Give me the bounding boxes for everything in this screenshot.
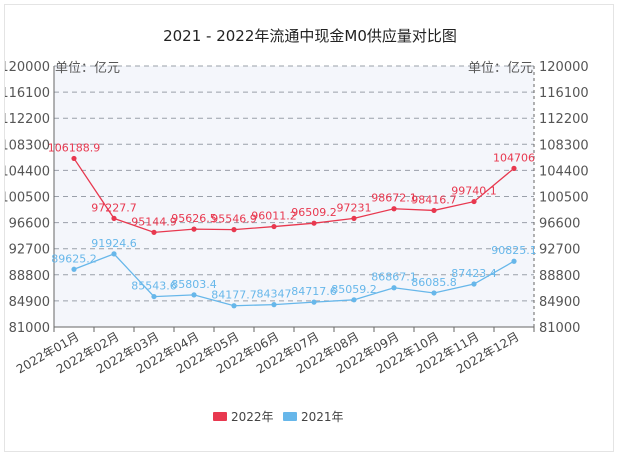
data-point <box>191 292 197 298</box>
y-tick-label-right: 112200 <box>539 112 589 127</box>
y-tick-label-right: 108300 <box>539 138 589 153</box>
y-tick-label-right: 120000 <box>539 60 589 75</box>
data-label: 97227.7 <box>91 201 137 214</box>
data-label: 86085.8 <box>411 276 457 289</box>
data-point <box>231 303 237 309</box>
y-tick-label-right: 84900 <box>539 295 580 310</box>
y-tick-label-right: 104400 <box>539 164 589 179</box>
data-point <box>391 285 397 291</box>
y-tick-label-right: 100500 <box>539 191 589 206</box>
data-label: 87423.4 <box>451 267 497 280</box>
data-label: 91924.6 <box>91 237 137 250</box>
data-point <box>151 229 157 235</box>
data-label: 96011.2 <box>251 210 297 223</box>
y-tick-label-right: 81000 <box>539 321 580 336</box>
data-point <box>511 165 517 171</box>
y-tick-label-left: 88800 <box>9 269 50 284</box>
data-label: 84717.6 <box>291 285 337 298</box>
series-line-1 <box>73 253 515 307</box>
y-tick-label-right: 116100 <box>539 86 589 101</box>
data-label: 95144.9 <box>131 215 177 228</box>
data-point <box>431 290 437 296</box>
data-point <box>231 227 237 233</box>
data-point <box>511 258 517 264</box>
data-label: 98672.1 <box>371 192 417 205</box>
data-point <box>71 155 77 162</box>
data-label: 98416.7 <box>411 193 457 206</box>
data-label: 96509.2 <box>291 206 337 219</box>
data-label: 89625.2 <box>51 252 97 265</box>
data-label: 84177.7 <box>211 289 257 302</box>
data-label: 90825.1 <box>491 244 537 257</box>
unit-label-right: 单位：亿元 <box>468 61 533 76</box>
chart-frame: 2021 - 2022年流通中现金M0供应量对比图单位：亿元 单位：亿元 81000… <box>4 4 614 452</box>
y-tick-label-left: 116100 <box>5 86 50 101</box>
data-point <box>111 215 117 221</box>
data-point <box>471 281 477 287</box>
data-point <box>351 215 357 221</box>
y-tick-label-left: 81000 <box>9 321 50 336</box>
y-tick-label-left: 100500 <box>5 191 50 206</box>
y-tick-label-left: 92700 <box>9 243 50 258</box>
y-tick-label-right: 96600 <box>539 217 580 232</box>
data-point <box>351 297 357 303</box>
data-label: 104706 <box>493 151 535 164</box>
legend-label-1: 2021年 <box>301 410 344 424</box>
data-point <box>71 266 77 272</box>
data-label: 95626.5 <box>171 212 217 225</box>
data-point <box>311 220 317 226</box>
data-label: 86867.1 <box>371 271 417 284</box>
data-point <box>471 198 477 205</box>
unit-label-left: 单位：亿元 <box>55 61 120 76</box>
data-label: 99740.1 <box>451 185 497 198</box>
y-tick-label-left: 104400 <box>5 164 50 179</box>
y-tick-label-left: 108300 <box>5 138 50 153</box>
legend-label-0: 2022年 <box>231 410 274 424</box>
series-line-0 <box>73 158 515 233</box>
data-point <box>271 302 277 308</box>
data-label: 85059.2 <box>331 283 377 296</box>
y-tick-label-right: 88800 <box>539 269 580 284</box>
data-point <box>391 206 397 212</box>
data-label: 97231 <box>337 201 372 214</box>
legend-swatch-0 <box>213 412 227 421</box>
data-label: 95546.9 <box>211 213 257 226</box>
y-tick-label-right: 92700 <box>539 243 580 258</box>
data-label: 106188.9 <box>48 141 101 154</box>
data-point <box>431 207 437 214</box>
y-tick-label-left: 120000 <box>5 60 50 75</box>
data-label: 85543.6 <box>131 280 177 293</box>
y-tick-label-left: 96600 <box>9 217 50 232</box>
data-label: 84347 <box>257 288 292 301</box>
data-point <box>271 223 277 230</box>
chart-title: 2021 - 2022年流通中现金M0供应量对比图 <box>163 27 457 45</box>
y-tick-label-left: 84900 <box>9 295 50 310</box>
data-point <box>191 226 197 232</box>
legend-swatch-1 <box>283 412 297 421</box>
y-tick-label-left: 112200 <box>5 112 50 127</box>
data-point <box>151 293 157 300</box>
data-point <box>111 251 117 257</box>
data-label: 85803.4 <box>171 278 217 291</box>
data-point <box>311 299 317 305</box>
